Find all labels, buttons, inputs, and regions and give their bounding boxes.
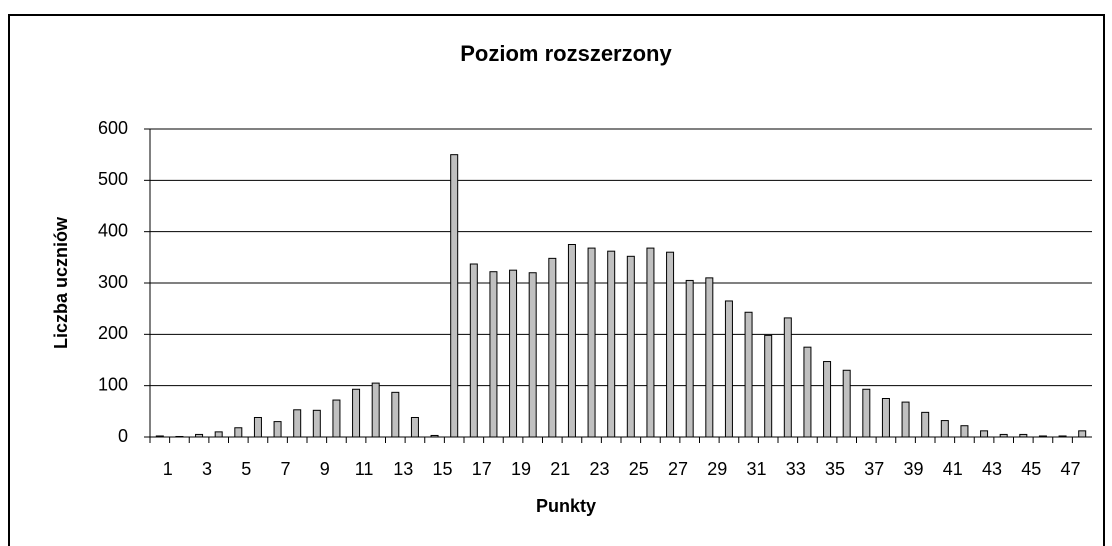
bar: [548, 257, 557, 438]
bar: [234, 427, 243, 438]
x-tick-label: 37: [864, 459, 884, 479]
x-tick-label: 43: [982, 459, 1002, 479]
chart-title: Poziom rozszerzony: [460, 41, 672, 66]
bar: [921, 411, 930, 438]
y-tick-label: 500: [98, 169, 128, 189]
x-tick-label: 47: [1061, 459, 1081, 479]
bar: [783, 317, 792, 438]
x-tick-label: 11: [355, 459, 374, 479]
bar: [626, 255, 635, 438]
x-tick-label: 45: [1021, 459, 1041, 479]
bar: [469, 263, 478, 438]
bar: [528, 272, 537, 438]
bar: [764, 334, 773, 438]
bar: [430, 434, 439, 438]
x-tick-label: 29: [707, 459, 727, 479]
bar: [646, 247, 655, 438]
bar: [509, 269, 518, 438]
bar: [214, 431, 223, 438]
bar: [705, 277, 714, 438]
y-tick-label: 200: [98, 323, 128, 343]
x-tick-label: 9: [320, 459, 330, 479]
x-tick-label: 41: [943, 459, 963, 479]
x-tick-label: 31: [747, 459, 767, 479]
y-tick-label: 0: [118, 426, 128, 446]
bar: [352, 388, 361, 438]
bar: [960, 425, 969, 438]
bar: [1058, 435, 1067, 438]
x-tick-label: 39: [904, 459, 924, 479]
y-tick-label: 100: [98, 374, 128, 394]
x-tick-label: 5: [241, 459, 251, 479]
y-tick-label: 600: [98, 118, 128, 138]
bar: [371, 382, 380, 438]
bar: [999, 433, 1008, 438]
x-tick-label: 1: [163, 459, 173, 479]
bar: [273, 421, 282, 438]
bar: [881, 398, 890, 438]
x-tick-label: 15: [433, 459, 453, 479]
x-tick-label: 25: [629, 459, 649, 479]
bar: [940, 420, 949, 438]
bar: [1038, 435, 1047, 438]
bar: [332, 399, 341, 438]
bar: [803, 346, 812, 438]
bar: [312, 409, 321, 438]
bar: [980, 430, 989, 438]
bar: [724, 300, 733, 438]
x-tick-label: 21: [550, 459, 570, 479]
bar: [823, 361, 832, 438]
bar: [293, 409, 302, 438]
bar: [175, 435, 184, 438]
bar: [391, 391, 400, 438]
x-tick-label: 33: [786, 459, 806, 479]
bar: [862, 388, 871, 438]
bar: [901, 401, 910, 438]
x-tick-label: 27: [668, 459, 688, 479]
x-tick-label: 17: [472, 459, 492, 479]
bar: [1019, 433, 1028, 438]
y-tick-label: 400: [98, 220, 128, 240]
bar: [666, 251, 675, 438]
bar: [489, 271, 498, 438]
bar: [155, 435, 164, 438]
bar: [607, 250, 616, 438]
x-tick-label: 19: [511, 459, 531, 479]
x-tick-label: 23: [590, 459, 610, 479]
chart-frame: [8, 14, 1105, 546]
y-tick-label: 300: [98, 272, 128, 292]
bar: [253, 416, 262, 438]
bar: [410, 416, 419, 438]
x-tick-label: 7: [281, 459, 291, 479]
x-axis-label: Punkty: [536, 496, 596, 516]
bar: [685, 279, 694, 438]
bar: [567, 244, 576, 438]
x-tick-label: 13: [393, 459, 413, 479]
bar: [842, 369, 851, 438]
x-tick-label: 35: [825, 459, 845, 479]
bar: [744, 311, 753, 438]
bar: [195, 433, 204, 438]
bar: [1078, 430, 1087, 438]
y-axis-label: Liczba uczniów: [51, 216, 71, 349]
bar: [450, 154, 459, 438]
x-tick-label: 3: [202, 459, 212, 479]
bar: [587, 247, 596, 438]
